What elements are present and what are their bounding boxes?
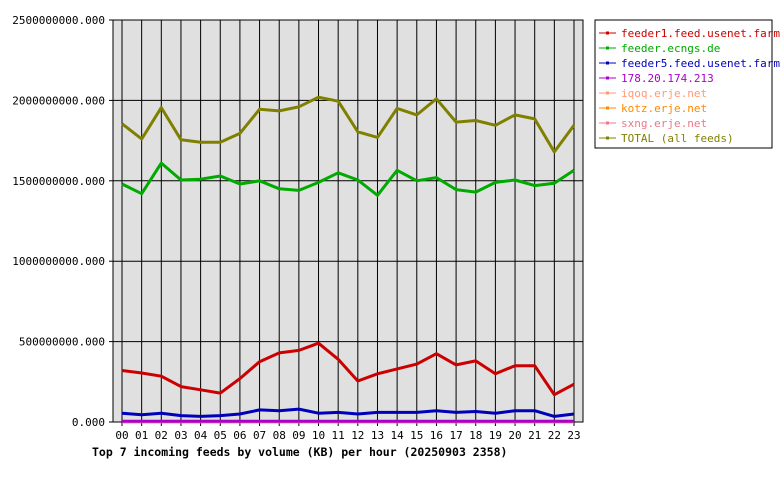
chart-title: Top 7 incoming feeds by volume (KB) per … [92, 445, 507, 459]
x-axis: 00 01 02 03 04 05 06 07 08 09 10 11 12 13 14 15 16 17 18 19… [115, 422, 581, 442]
x-tick-label: 21 [528, 429, 541, 442]
x-tick-label: 04 [194, 429, 208, 442]
legend-marker [606, 76, 609, 80]
legend-label: iqoq.erje.net [621, 87, 707, 100]
legend-label: feeder.ecngs.de [621, 42, 720, 55]
legend-marker [606, 136, 609, 140]
y-tick-label: 2000000000.000 [12, 94, 105, 107]
y-tick-label: 2500000000.000 [12, 14, 105, 27]
legend: feeder1.feed.usenet.farm feeder.ecngs.de f… [594, 19, 780, 149]
x-tick-label: 12 [351, 429, 364, 442]
legend-marker [606, 46, 609, 50]
legend-label: kotz.erje.net [621, 102, 707, 115]
series-line-feeder-ecngs-de [121, 161, 575, 197]
x-tick-label: 19 [489, 429, 502, 442]
legend-marker [606, 91, 609, 95]
x-tick-label: 15 [410, 429, 423, 442]
x-tick-label: 05 [214, 429, 227, 442]
grid [113, 20, 583, 422]
plot-area [113, 20, 583, 422]
legend-label: feeder1.feed.usenet.farm [621, 27, 780, 40]
y-tick-label: 1500000000.000 [12, 175, 105, 188]
legend-marker [606, 106, 609, 110]
x-tick-label: 23 [567, 429, 580, 442]
x-tick-label: 06 [233, 429, 246, 442]
series-line-total-all-feeds- [121, 95, 576, 154]
x-tick-label: 14 [391, 429, 405, 442]
legend-label: TOTAL (all feeds) [621, 132, 734, 145]
x-tick-label: 22 [548, 429, 561, 442]
x-tick-label: 13 [371, 429, 384, 442]
y-tick-label: 500000000.000 [19, 336, 105, 349]
legend-marker [606, 31, 609, 35]
series-line-feeder1-feed-usenet-farm [121, 341, 575, 397]
y-tick-label: 1000000000.000 [12, 255, 105, 268]
y-axis: 0.000 500000000.000 1000000000.000 15000000… [12, 14, 113, 429]
legend-label: sxng.erje.net [621, 117, 707, 130]
x-tick-label: 02 [155, 429, 168, 442]
x-tick-label: 20 [508, 429, 521, 442]
x-tick-label: 18 [469, 429, 482, 442]
x-tick-label: 07 [253, 429, 266, 442]
legend-marker [606, 121, 609, 125]
legend-label: feeder5.feed.usenet.farm [621, 57, 780, 70]
legend-label: 178.20.174.213 [621, 72, 714, 85]
x-tick-label: 08 [273, 429, 286, 442]
x-tick-label: 16 [430, 429, 443, 442]
x-tick-label: 11 [332, 429, 345, 442]
legend-box [594, 19, 773, 149]
series-line-feeder5-feed-usenet-farm [121, 407, 575, 418]
x-tick-label: 17 [449, 429, 462, 442]
x-tick-label: 00 [115, 429, 128, 442]
series-lines [121, 95, 576, 424]
x-tick-label: 09 [292, 429, 305, 442]
x-tick-label: 10 [312, 429, 325, 442]
x-tick-label: 01 [135, 429, 148, 442]
x-tick-label: 03 [174, 429, 187, 442]
legend-marker [606, 61, 609, 65]
y-tick-label: 0.000 [72, 416, 105, 429]
